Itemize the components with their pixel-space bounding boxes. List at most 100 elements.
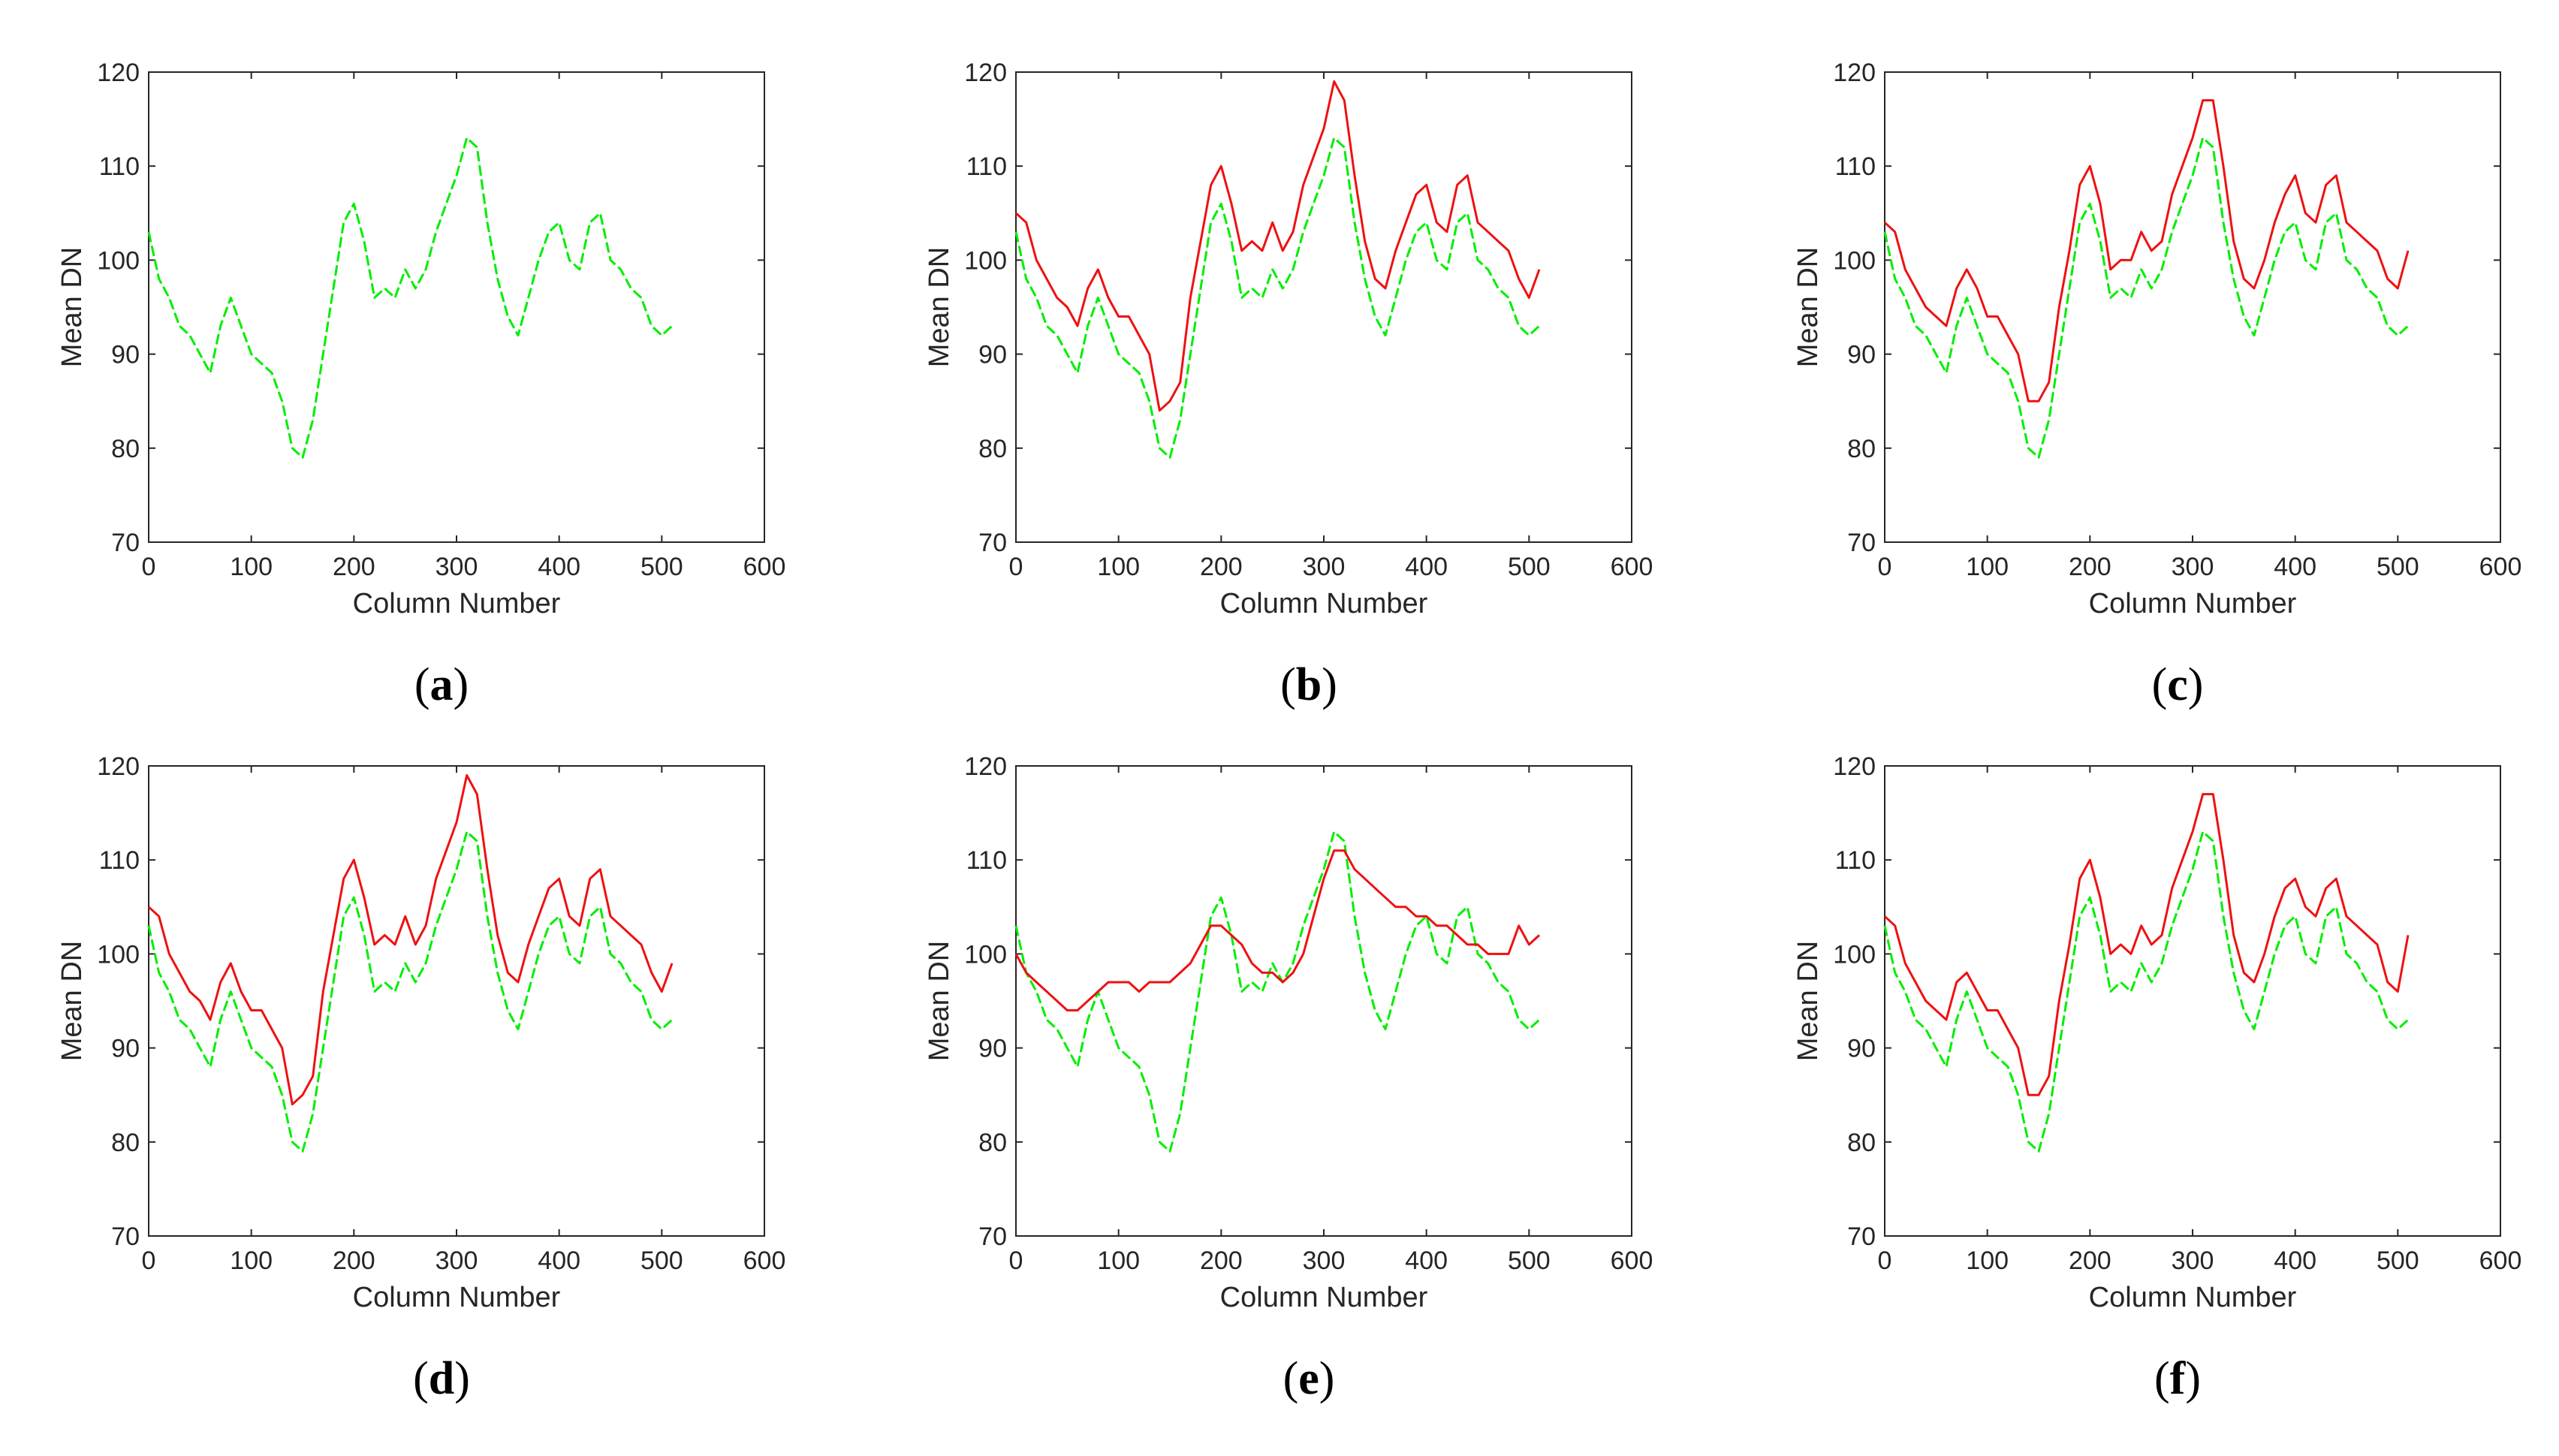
plot-frame <box>148 765 765 1237</box>
y-tick-label: 90 <box>1847 341 1876 369</box>
panel-label: (d) <box>413 1353 470 1404</box>
x-tick-label: 600 <box>743 1246 786 1275</box>
y-tick-label: 90 <box>1847 1035 1876 1063</box>
panel-label-letter: a <box>430 659 454 710</box>
y-tick-label: 80 <box>111 1129 140 1157</box>
x-tick-label: 100 <box>1097 553 1140 581</box>
y-tick-label: 70 <box>978 529 1007 557</box>
plot-frame <box>148 71 765 543</box>
x-tick-label: 100 <box>1097 1246 1140 1275</box>
x-tick-label: 500 <box>641 1246 683 1275</box>
panel-label: (c) <box>2152 659 2204 710</box>
y-tick-label: 120 <box>1833 59 1876 87</box>
x-tick-label: 0 <box>1009 553 1023 581</box>
x-tick-label: 300 <box>2172 553 2214 581</box>
series-line-corrected <box>1883 99 2410 402</box>
x-tick-label: 200 <box>333 553 375 581</box>
y-tick-label: 120 <box>97 752 140 781</box>
y-tick-label: 80 <box>978 435 1007 463</box>
x-axis-label: Column Number <box>2089 588 2297 619</box>
x-tick-label: 600 <box>743 553 786 581</box>
series-line-reference <box>1883 830 2410 1153</box>
plot-frame <box>1884 765 2501 1237</box>
y-tick-label: 100 <box>964 940 1007 969</box>
x-tick-label: 0 <box>1009 1246 1023 1275</box>
series-line-reference <box>1883 137 2410 459</box>
y-tick-label: 90 <box>978 341 1007 369</box>
y-tick-label: 70 <box>978 1222 1007 1251</box>
x-tick-label: 100 <box>230 553 273 581</box>
y-tick-label: 120 <box>964 752 1007 781</box>
x-tick-label: 100 <box>1966 553 2009 581</box>
x-tick-label: 400 <box>538 1246 580 1275</box>
y-tick-label: 80 <box>1847 435 1876 463</box>
y-axis-label: Mean DN <box>1792 247 1824 368</box>
chart-panel-f: 0 100 200 300 400 500 600 70 80 90 100 110 120 Column… <box>1792 752 2521 1404</box>
x-tick-label: 0 <box>1878 1246 1892 1275</box>
x-tick-label: 100 <box>1966 1246 2009 1275</box>
y-tick-label: 100 <box>97 940 140 969</box>
y-tick-label: 70 <box>111 1222 140 1251</box>
y-tick-label: 80 <box>978 1129 1007 1157</box>
x-tick-label: 300 <box>2172 1246 2214 1275</box>
panel-label-letter: b <box>1296 659 1322 710</box>
y-axis-label: Mean DN <box>56 941 88 1062</box>
panel-label: (f) <box>2154 1353 2201 1404</box>
y-tick-label: 110 <box>99 152 140 181</box>
plot-frame <box>1015 765 1632 1237</box>
x-tick-label: 300 <box>1303 1246 1346 1275</box>
x-tick-label: 500 <box>2377 1246 2419 1275</box>
x-tick-label: 600 <box>1611 1246 1653 1275</box>
y-tick-label: 90 <box>111 1035 140 1063</box>
y-tick-label: 110 <box>1835 152 1876 181</box>
x-tick-label: 600 <box>2479 553 2522 581</box>
y-tick-label: 80 <box>1847 1129 1876 1157</box>
panel-label: (e) <box>1283 1353 1335 1404</box>
x-tick-label: 200 <box>333 1246 375 1275</box>
chart-panel-e: 0 100 200 300 400 500 600 70 80 90 100 110 120 Column… <box>924 752 1653 1404</box>
y-tick-label: 120 <box>964 59 1007 87</box>
x-tick-label: 200 <box>1200 1246 1243 1275</box>
x-tick-label: 200 <box>2069 1246 2111 1275</box>
x-tick-label: 400 <box>2274 1246 2316 1275</box>
series-line-reference <box>147 830 674 1153</box>
x-axis-label: Column Number <box>1220 588 1428 619</box>
x-axis-label: Column Number <box>353 1282 561 1313</box>
y-tick-label: 100 <box>1833 940 1876 969</box>
x-axis-label: Column Number <box>1220 1282 1428 1313</box>
x-tick-label: 500 <box>2377 553 2419 581</box>
y-tick-label: 100 <box>1833 246 1876 275</box>
x-tick-label: 0 <box>142 1246 156 1275</box>
series-line-corrected <box>1014 80 1541 412</box>
chart-panel-c: 0 100 200 300 400 500 600 70 80 90 100 110 120 Column… <box>1792 59 2521 710</box>
x-tick-label: 500 <box>1508 553 1551 581</box>
y-tick-label: 100 <box>964 246 1007 275</box>
x-tick-label: 600 <box>2479 1246 2522 1275</box>
y-tick-label: 120 <box>97 59 140 87</box>
x-tick-label: 100 <box>230 1246 273 1275</box>
series-line-reference <box>1014 830 1541 1153</box>
series-line-corrected <box>1883 793 2410 1096</box>
y-tick-label: 110 <box>99 846 140 875</box>
y-axis-label: Mean DN <box>56 247 88 368</box>
chart-panel-a: 0 100 200 300 400 500 600 70 80 90 100 110 120 Column… <box>56 59 785 710</box>
panel-label-letter: d <box>429 1353 454 1404</box>
panel-label: (a) <box>414 659 469 710</box>
x-tick-label: 300 <box>436 1246 478 1275</box>
y-axis-label: Mean DN <box>924 941 955 1062</box>
panel-label-letter: c <box>2167 659 2188 710</box>
x-tick-label: 400 <box>1405 1246 1448 1275</box>
x-tick-label: 400 <box>2274 553 2316 581</box>
x-axis-label: Column Number <box>353 588 561 619</box>
y-axis-label: Mean DN <box>924 247 955 368</box>
plot-frame <box>1884 71 2501 543</box>
y-tick-label: 110 <box>966 152 1007 181</box>
y-tick-label: 90 <box>111 341 140 369</box>
y-axis-label: Mean DN <box>1792 941 1824 1062</box>
series-line-reference <box>1014 137 1541 459</box>
y-tick-label: 120 <box>1833 752 1876 781</box>
chart-panel-d: 0 100 200 300 400 500 600 70 80 90 100 110 120 Column… <box>56 752 785 1404</box>
x-tick-label: 500 <box>641 553 683 581</box>
series-line-corrected <box>1014 849 1541 1011</box>
